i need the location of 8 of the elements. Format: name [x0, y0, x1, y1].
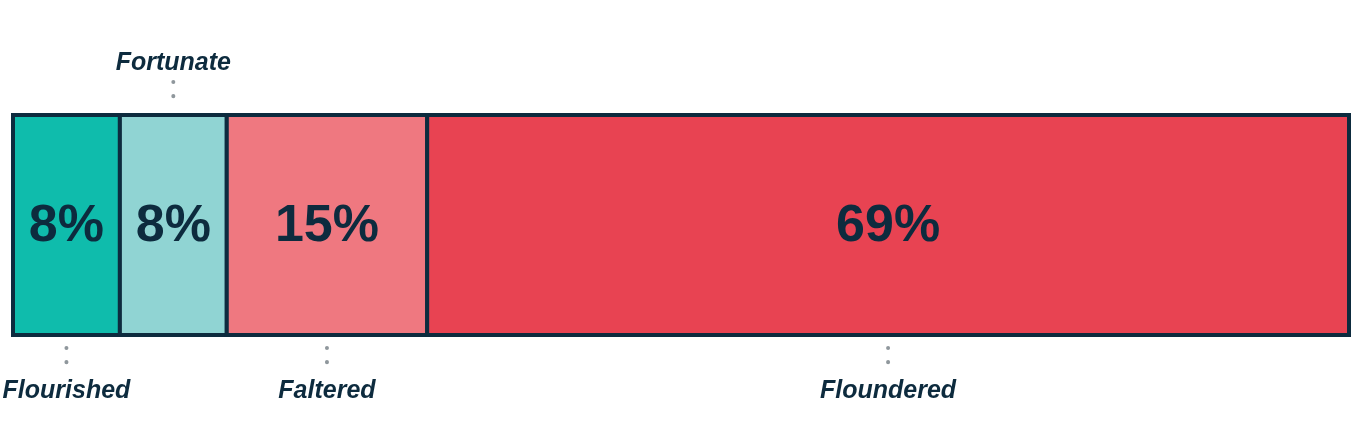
data-label: 8%: [28, 194, 105, 252]
series-label: Floundered: [820, 375, 957, 403]
data-label: 15%: [274, 194, 379, 252]
data-label: 69%: [836, 194, 941, 252]
data-label: 8%: [135, 194, 211, 252]
series-label: Fortunate: [115, 47, 232, 75]
series-label: Faltered: [278, 375, 377, 403]
series-label: Flourished: [2, 375, 132, 403]
